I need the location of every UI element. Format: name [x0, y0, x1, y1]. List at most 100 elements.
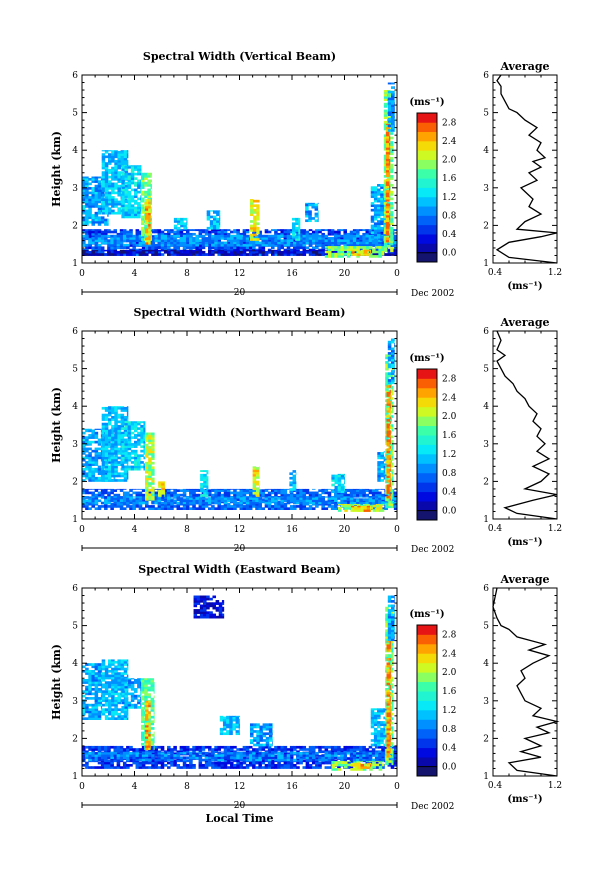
heatmap-cell: [296, 489, 300, 492]
heatmap-cell: [158, 482, 162, 486]
heatmap-cell: [253, 229, 257, 232]
heatmap-cell: [347, 504, 351, 508]
heatmap-xtick-label: 0: [394, 269, 400, 279]
heatmap-cell: [133, 425, 138, 428]
heatmap-cell: [368, 499, 373, 503]
heatmap-cell: [239, 250, 244, 254]
heatmap-cell: [124, 215, 129, 219]
heatmap-cell: [283, 234, 288, 238]
heatmap-cell: [148, 235, 151, 238]
heatmap-cell: [104, 230, 108, 234]
heatmap-cell: [123, 198, 128, 201]
heatmap-cell: [94, 229, 99, 232]
heatmap-cell: [94, 431, 99, 435]
heatmap-cell: [141, 172, 145, 176]
heatmap-cell: [141, 186, 145, 189]
heatmap-cell: [293, 499, 297, 503]
heatmap-cell: [271, 507, 275, 510]
heatmap-cell: [258, 505, 262, 508]
heatmap-cell: [104, 173, 109, 177]
heatmap-cell: [390, 159, 394, 162]
heatmap-cell: [324, 239, 329, 242]
heatmap-cell: [104, 445, 109, 448]
heatmap-cell: [378, 493, 382, 497]
heatmap-cell: [381, 230, 385, 234]
heatmap-cell: [289, 499, 294, 503]
heatmap-cell: [182, 491, 187, 495]
heatmap-cell: [176, 241, 181, 245]
heatmap-cell: [107, 449, 112, 453]
heatmap-cell: [219, 217, 221, 221]
heatmap-cell: [271, 496, 275, 498]
heatmap-cell: [321, 499, 325, 503]
heatmap-cell: [321, 507, 325, 510]
heatmap-cell: [370, 220, 375, 223]
heatmap-cell: [94, 461, 99, 464]
heatmap-cell: [173, 501, 177, 505]
heatmap-cell: [114, 447, 118, 451]
heatmap-cell: [137, 456, 141, 460]
heatmap-cell: [110, 502, 114, 506]
heatmap-cell: [117, 413, 121, 417]
heatmap-cell: [101, 173, 106, 177]
heatmap-cell: [286, 499, 291, 503]
heatmap-cell: [163, 250, 168, 254]
heatmap-cell: [104, 505, 108, 508]
heatmap-cell: [390, 204, 394, 207]
heatmap-cell: [148, 459, 152, 463]
heatmap-cell: [176, 243, 181, 247]
heatmap-cell: [150, 199, 152, 203]
heatmap-cell: [370, 235, 375, 239]
heatmap-cell: [110, 250, 114, 254]
heatmap-cell: [296, 246, 300, 250]
heatmap-cell: [182, 253, 187, 256]
heatmap-cell: [104, 150, 109, 154]
heatmap-cell: [318, 241, 322, 245]
heatmap-cell: [148, 203, 151, 207]
heatmap-cell: [236, 249, 240, 252]
heatmap-cell: [214, 493, 218, 497]
heatmap-cell: [390, 233, 394, 237]
heatmap-cell: [137, 204, 141, 207]
heatmap-cell: [170, 491, 174, 495]
heatmap-cell: [120, 153, 125, 156]
heatmap-cell: [94, 178, 99, 181]
heatmap-cell: [114, 159, 118, 163]
heatmap-cell: [117, 159, 121, 163]
heatmap-cell: [277, 507, 281, 510]
heatmap-cell: [145, 439, 149, 442]
heatmap-cell: [250, 233, 254, 237]
heatmap-cell: [88, 436, 92, 439]
heatmap-cell: [223, 246, 228, 250]
heatmap-cell: [85, 253, 89, 256]
heatmap-cell: [298, 233, 301, 237]
heatmap-cell: [124, 443, 129, 446]
heatmap-cell: [130, 179, 135, 183]
heatmap-cell: [145, 246, 149, 250]
heatmap-cell: [85, 191, 89, 195]
heatmap-cell: [226, 246, 231, 250]
heatmap-cell: [151, 243, 155, 247]
heatmap-cell: [293, 507, 297, 510]
heatmap-cell: [344, 504, 348, 508]
heatmap-cell: [114, 200, 118, 204]
heatmap-cell: [212, 226, 217, 230]
heatmap-cell: [385, 123, 390, 126]
heatmap-cell: [368, 232, 373, 236]
heatmap-cell: [107, 420, 112, 424]
heatmap-cell: [383, 238, 388, 241]
heatmap-cell: [101, 418, 106, 421]
heatmap-cell: [252, 505, 256, 508]
heatmap-cell: [219, 211, 221, 214]
heatmap-cell: [133, 434, 138, 437]
heatmap-cell: [390, 247, 394, 250]
heatmap-cell: [107, 218, 109, 222]
heatmap-cell: [85, 438, 89, 442]
heatmap-cell: [97, 456, 102, 460]
heatmap-cell: [135, 253, 140, 256]
heatmap-cell: [211, 246, 215, 250]
heatmap-cell: [321, 491, 325, 495]
heatmap-cell: [255, 487, 260, 491]
heatmap-cell: [311, 493, 316, 497]
heatmap-cell: [258, 253, 262, 256]
